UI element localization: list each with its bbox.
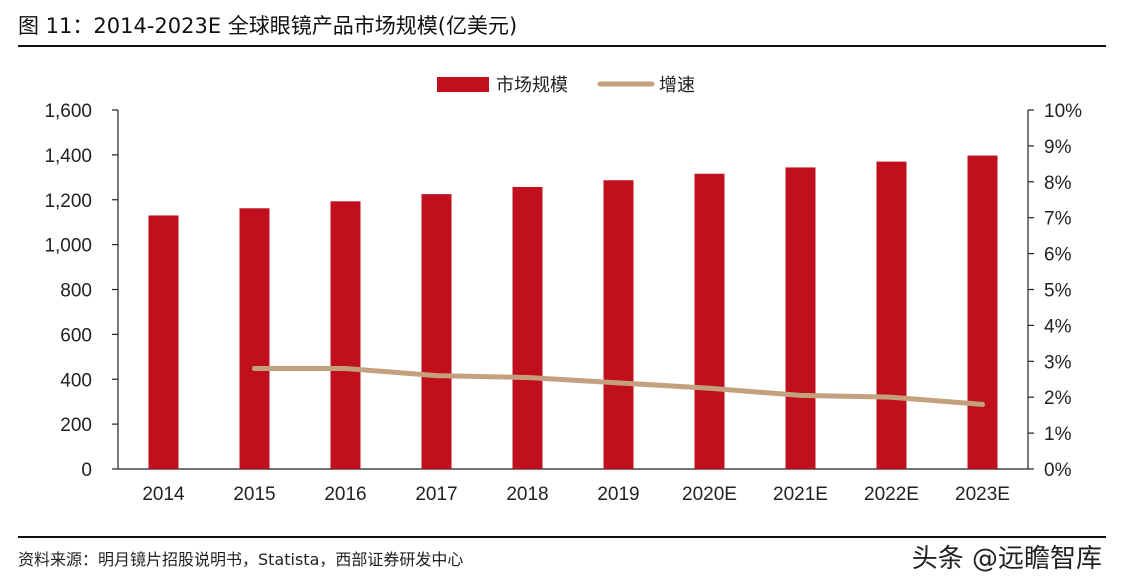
y-right-tick-label: 8% — [1044, 173, 1072, 194]
y-right-tick-label: 6% — [1044, 245, 1072, 266]
y-axis-right-ticks: 0% 1% 2% 3% 4% 5% 6% 7% 8% 9% 10% — [1028, 101, 1082, 481]
x-tick-label: 2020E — [682, 484, 737, 505]
line-point — [434, 373, 439, 379]
x-tick-label: 2015 — [233, 484, 275, 505]
footer-divider — [18, 536, 1106, 538]
y-right-tick-label: 3% — [1044, 352, 1072, 373]
bar — [694, 173, 725, 469]
y-right-tick-label: 7% — [1044, 209, 1072, 230]
bar — [603, 180, 634, 469]
y-left-tick-label: 200 — [60, 415, 92, 436]
y-left-tick-label: 1,000 — [44, 236, 92, 257]
y-right-tick-label: 1% — [1044, 424, 1072, 445]
title-divider — [18, 45, 1106, 47]
bar — [148, 215, 179, 469]
bar — [967, 155, 998, 469]
line-point — [798, 392, 803, 398]
line-point — [980, 401, 985, 407]
x-tick-label: 2018 — [506, 484, 548, 505]
legend-swatch-bar — [437, 77, 489, 92]
x-tick-label: 2022E — [864, 484, 919, 505]
y-right-tick-label: 2% — [1044, 388, 1072, 409]
x-tick-label: 2017 — [415, 484, 457, 505]
source-note: 资料来源：明月镜片招股说明书，Statista，西部证券研发中心 — [18, 550, 464, 569]
line-point — [707, 385, 712, 391]
bar — [785, 167, 816, 469]
y-left-tick-label: 1,200 — [44, 191, 92, 212]
y-left-tick-label: 600 — [60, 325, 92, 346]
y-left-tick-label: 800 — [60, 281, 92, 302]
bar — [421, 194, 452, 469]
bar — [512, 186, 543, 469]
x-axis-ticks: 2014 2015 2016 2017 2018 2019 2020E 2021E 2022E 2… — [142, 484, 1010, 505]
y-right-tick-label: 4% — [1044, 316, 1072, 337]
y-left-tick-label: 400 — [60, 370, 92, 391]
y-right-tick-label: 10% — [1044, 101, 1082, 122]
y-left-tick-label: 1,600 — [44, 101, 92, 122]
line-point — [343, 365, 348, 371]
bar — [876, 161, 907, 469]
legend-label-bar: 市场规模 — [496, 75, 568, 96]
x-tick-label: 2014 — [142, 484, 185, 505]
y-right-tick-label: 9% — [1044, 137, 1072, 158]
line-point — [252, 365, 257, 371]
x-tick-label: 2016 — [324, 484, 366, 505]
bar — [239, 208, 270, 469]
legend-label-line: 增速 — [659, 75, 695, 96]
y-left-tick-label: 1,400 — [44, 146, 92, 167]
y-right-tick-label: 5% — [1044, 281, 1072, 302]
line-point — [616, 380, 621, 386]
bar-series — [148, 155, 998, 469]
watermark: 头条 @远瞻智库 — [911, 544, 1102, 574]
x-tick-label: 2021E — [773, 484, 828, 505]
y-left-tick-label: 0 — [81, 460, 92, 481]
y-right-tick-label: 0% — [1044, 460, 1072, 481]
x-tick-label: 2023E — [955, 484, 1010, 505]
line-point — [889, 394, 894, 400]
line-point — [525, 374, 530, 380]
legend: 市场规模 增速 — [437, 75, 695, 96]
x-tick-label: 2019 — [597, 484, 639, 505]
y-axis-left-ticks: 0 200 400 600 800 1,000 1,200 1,400 1,600 — [44, 101, 118, 481]
bar — [330, 201, 361, 469]
chart-title: 图 11：2014-2023E 全球眼镜产品市场规模(亿美元) — [18, 14, 518, 38]
line-series — [252, 365, 985, 407]
